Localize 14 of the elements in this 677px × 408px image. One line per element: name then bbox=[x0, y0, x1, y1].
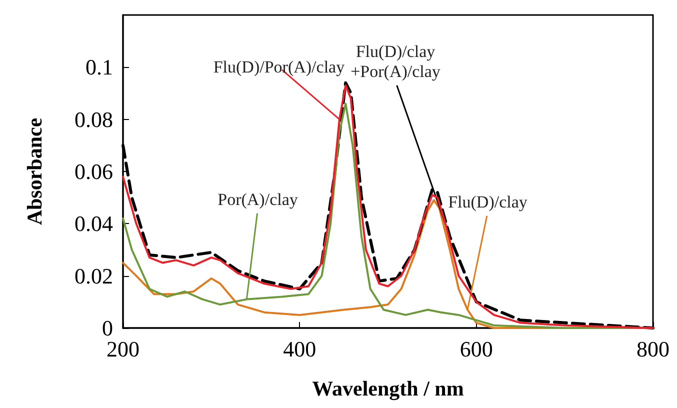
y-axis-title: Absorbance bbox=[22, 118, 46, 226]
y-tick-label: 0.1 bbox=[86, 54, 113, 80]
series-label: Por(A)/clay bbox=[218, 190, 298, 209]
series-label: Flu(D)/clay bbox=[448, 192, 528, 212]
y-tick-label: 0.02 bbox=[74, 263, 113, 288]
x-tick-label: 400 bbox=[283, 336, 316, 362]
x-tick-label: 600 bbox=[460, 336, 493, 362]
series-label: Flu(D)/Por(A)/clay bbox=[213, 58, 346, 77]
y-tick-label: 0.08 bbox=[74, 106, 113, 132]
y-tick-label: 0.04 bbox=[74, 211, 113, 236]
series-label: Flu(D)/clay +Por(A)/clay bbox=[350, 42, 441, 82]
y-tick-label: 0.06 bbox=[74, 159, 113, 184]
x-axis-title: Wavelength / nm bbox=[312, 376, 464, 400]
x-tick-label: 800 bbox=[636, 336, 670, 362]
